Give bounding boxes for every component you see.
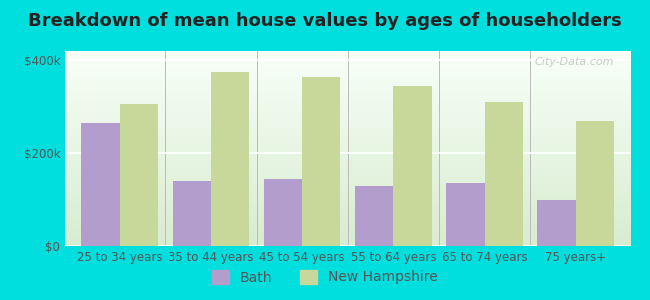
Text: City-Data.com: City-Data.com [534,57,614,67]
Bar [264,179,302,246]
Bar [120,104,158,246]
Bar [447,183,484,246]
Bar [484,102,523,246]
Bar [576,121,614,246]
Bar [173,181,211,246]
Bar [211,72,249,246]
Bar [393,86,432,246]
Bar [302,76,341,246]
Bar [81,123,120,246]
Bar [355,186,393,246]
Legend: Bath, New Hampshire: Bath, New Hampshire [207,264,443,290]
Text: Breakdown of mean house values by ages of householders: Breakdown of mean house values by ages o… [28,12,622,30]
Bar [538,200,576,246]
